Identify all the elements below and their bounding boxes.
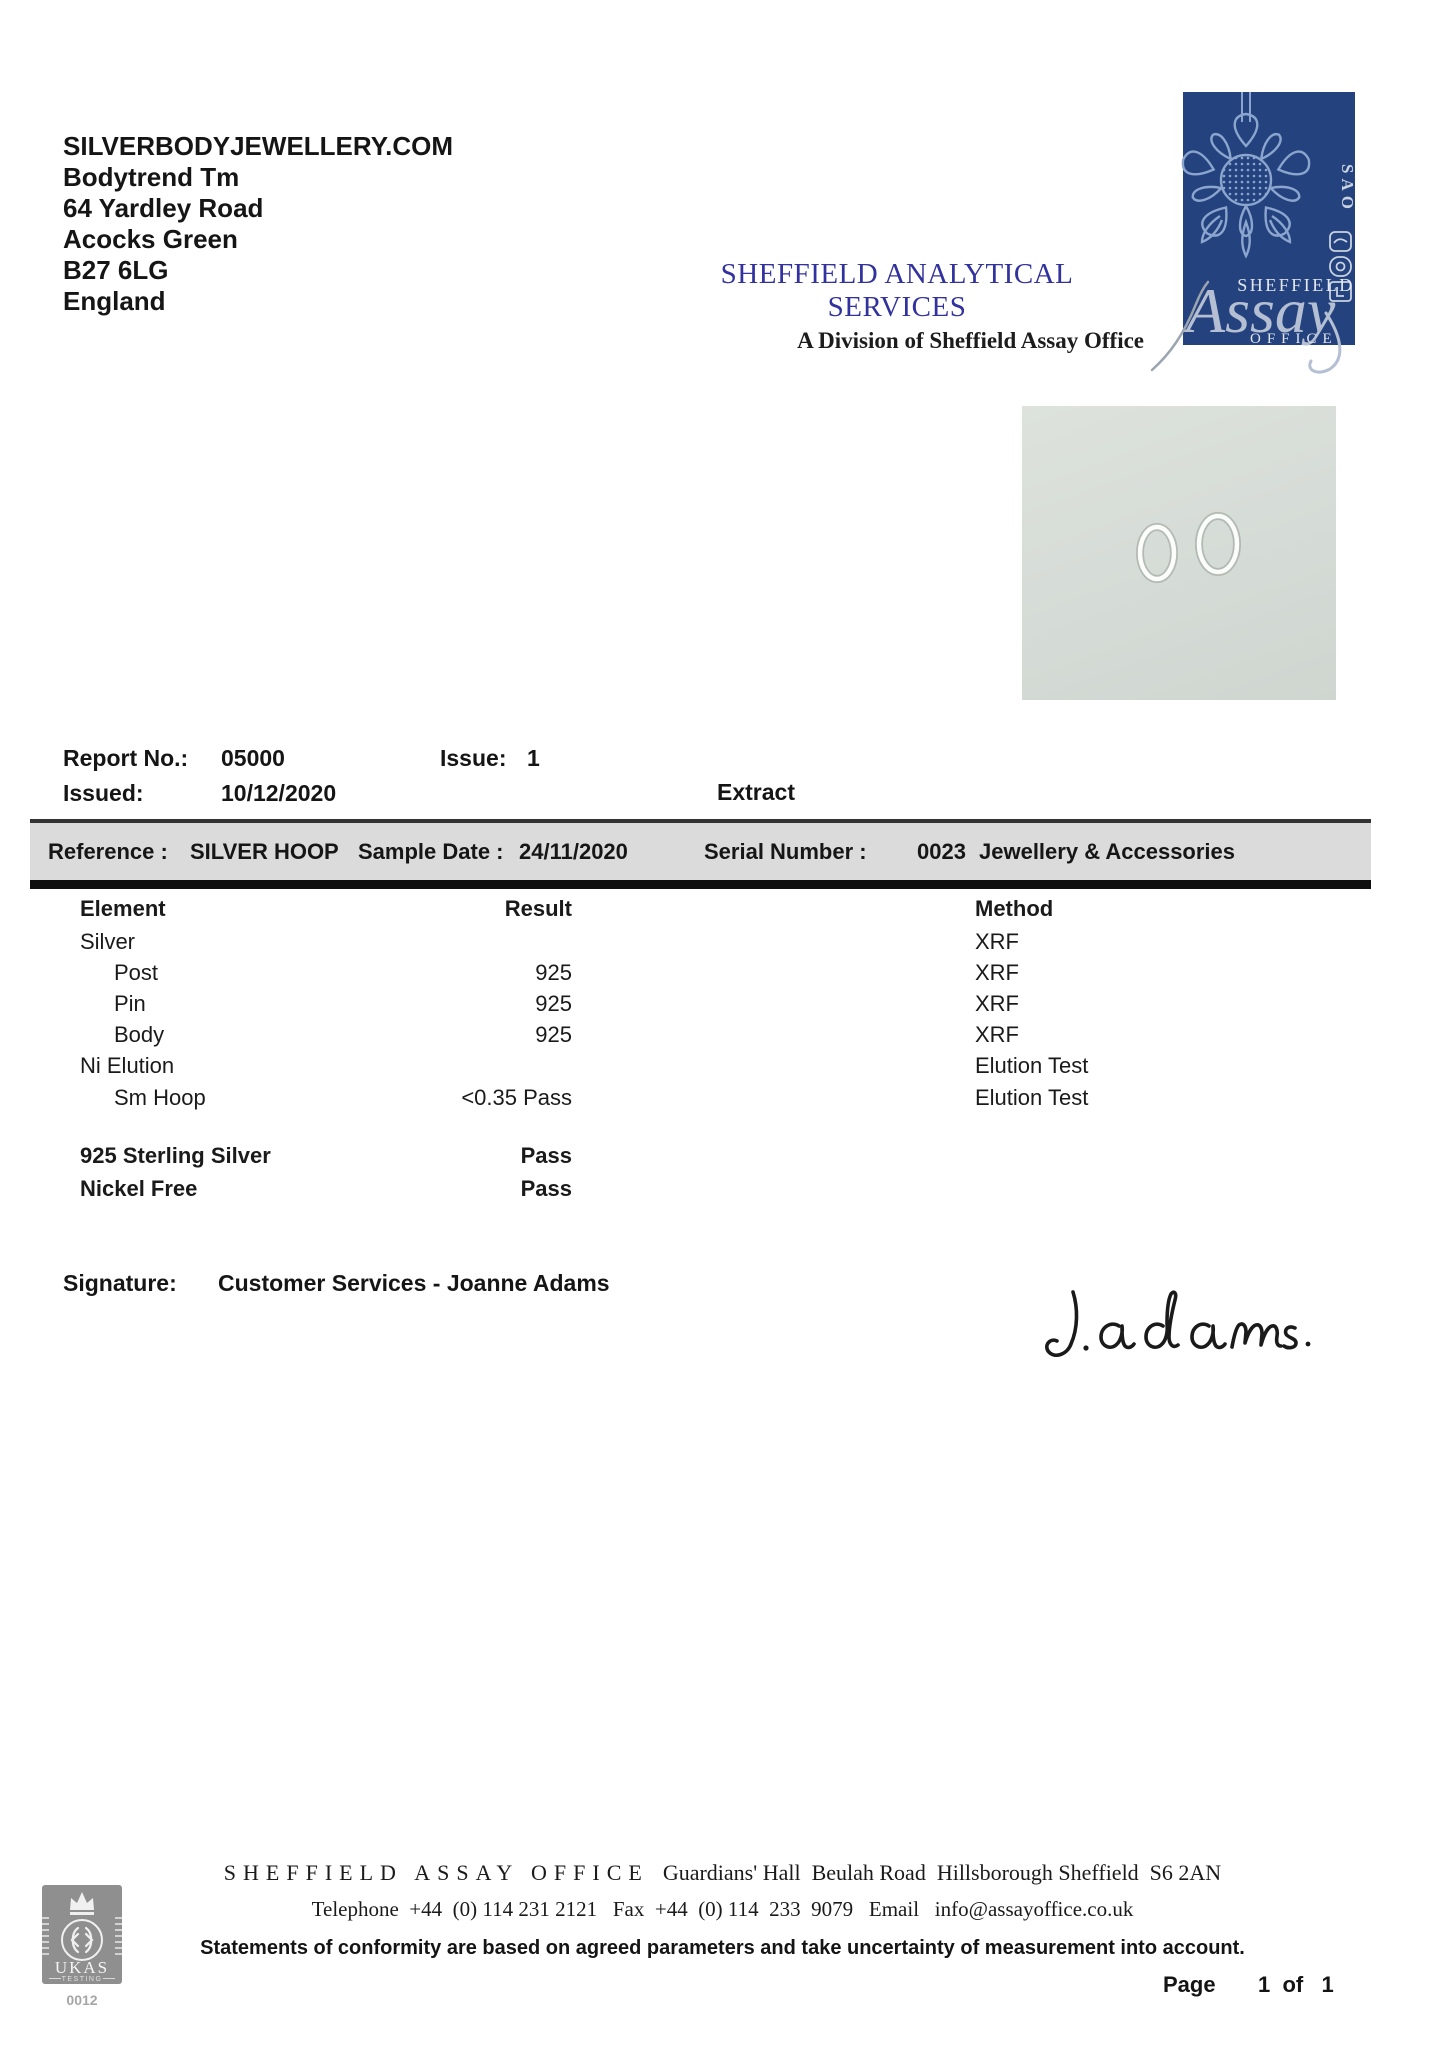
hallmark-symbols-icon xyxy=(1329,231,1352,302)
sample-date-label: Sample Date : xyxy=(358,839,504,864)
summary-result: Pass xyxy=(520,1176,572,1201)
extract-label: Extract xyxy=(717,779,795,805)
serial-number-label: Serial Number : xyxy=(704,839,867,864)
office-address: Guardians' Hall Beulah Road Hillsborough… xyxy=(662,1860,1222,1885)
issued-date: 10/12/2020 xyxy=(221,780,337,806)
logo-swoosh-icon xyxy=(1150,280,1342,374)
ukas-type: TESTING xyxy=(62,1976,103,1983)
ukas-number: 0012 xyxy=(66,1992,97,2008)
recipient-line: B27 6LG xyxy=(63,255,169,285)
reference-bar: Reference : SILVER HOOP Sample Date : 24… xyxy=(30,819,1371,889)
signature-label: Signature: xyxy=(63,1270,177,1296)
column-header-result: Result xyxy=(504,896,572,921)
recipient-company: SILVERBODYJEWELLERY.COM xyxy=(63,131,454,161)
logo-side-letters: SAO xyxy=(1338,164,1357,214)
summary-row: Nickel Free Pass xyxy=(0,1176,1445,1204)
crown-icon xyxy=(70,1892,94,1915)
summary-result: Pass xyxy=(520,1143,572,1168)
conformity-statement: Statements of conformity are based on ag… xyxy=(200,1937,1245,1959)
office-name: SHEFFIELD ASSAY OFFICE xyxy=(223,1860,649,1885)
logo-brand-bottom: OFFICE xyxy=(1250,331,1338,347)
logo-brand-script: Assay xyxy=(1182,275,1336,346)
table-row: Pin 925 XRF xyxy=(0,991,1445,1019)
element-cell: Sm Hoop xyxy=(114,1085,206,1110)
recipient-line: Acocks Green xyxy=(63,224,238,254)
method-cell: Elution Test xyxy=(975,1085,1089,1110)
column-header-method: Method xyxy=(975,896,1054,921)
result-cell: <0.35 Pass xyxy=(461,1085,572,1110)
recipient-address: SILVERBODYJEWELLERY.COM Bodytrend Tm 64 … xyxy=(63,131,453,317)
table-row: Sm Hoop <0.35 Pass Elution Test xyxy=(0,1085,1445,1113)
reference-value: SILVER HOOP xyxy=(190,839,339,864)
ukas-circle-icon xyxy=(61,1919,103,1961)
silver-hoops-icon xyxy=(1136,512,1241,583)
service-subtitle: A Division of Sheffield Assay Office xyxy=(797,328,1144,353)
ukas-stripes-icon xyxy=(34,1917,130,1955)
element-cell: Body xyxy=(114,1022,165,1047)
summary-label: 925 Sterling Silver xyxy=(80,1143,271,1168)
yorkshire-rose-icon xyxy=(1178,112,1314,259)
method-cell: XRF xyxy=(975,929,1019,954)
method-cell: Elution Test xyxy=(975,1053,1089,1078)
issue-label: Issue: xyxy=(440,745,507,771)
report-no-label: Report No.: xyxy=(63,745,189,771)
element-cell: Ni Elution xyxy=(80,1053,175,1078)
recipient-line: England xyxy=(63,286,166,316)
serial-number-value: 0023 xyxy=(917,839,966,864)
reference-label: Reference : xyxy=(48,839,168,864)
ukas-name: UKAS xyxy=(55,1958,109,1977)
table-row: Body 925 XRF xyxy=(0,1022,1445,1050)
table-row: Ni Elution Elution Test xyxy=(0,1053,1445,1081)
table-header-row: Element Result Method xyxy=(0,896,1445,924)
footer-address-line: SHEFFIELD ASSAY OFFICE Guardians' Hall Be… xyxy=(0,1860,1445,1886)
issue-value: 1 xyxy=(527,745,540,771)
summary-row: 925 Sterling Silver Pass xyxy=(0,1143,1445,1171)
report-no-value: 05000 xyxy=(221,745,285,771)
result-cell: 925 xyxy=(535,960,572,985)
element-cell: Pin xyxy=(114,991,146,1016)
ukas-testing-logo: UKAS TESTING 0012 xyxy=(34,1885,130,2008)
method-cell: XRF xyxy=(975,991,1019,1016)
issued-label: Issued: xyxy=(63,780,144,806)
logo-brand-top: SHEFFIELD xyxy=(1237,275,1355,295)
recipient-line: Bodytrend Tm xyxy=(63,162,240,192)
service-header: SHEFFIELD ANALYTICAL SERVICES A Division… xyxy=(650,258,1144,354)
sample-photo xyxy=(1022,406,1336,700)
assay-office-logo: SAO SHEFFIELD Assay OFFICE xyxy=(1150,92,1357,374)
sample-date-value: 24/11/2020 xyxy=(519,839,628,864)
rose-stem-icon xyxy=(1241,92,1251,122)
service-title: SHEFFIELD ANALYTICAL SERVICES xyxy=(720,258,1074,323)
logo-background xyxy=(1183,92,1355,345)
summary-label: Nickel Free xyxy=(80,1176,198,1201)
method-cell: XRF xyxy=(975,1022,1019,1047)
column-header-element: Element xyxy=(80,896,166,921)
page-value: 1 of 1 xyxy=(1258,1972,1334,1997)
element-cell: Silver xyxy=(80,929,136,954)
table-row: Silver XRF xyxy=(0,929,1445,957)
element-cell: Post xyxy=(114,960,159,985)
method-cell: XRF xyxy=(975,960,1019,985)
recipient-line: 64 Yardley Road xyxy=(63,193,264,223)
page-label: Page xyxy=(1163,1972,1216,1997)
category-value: Jewellery & Accessories xyxy=(979,839,1236,864)
result-cell: 925 xyxy=(535,1022,572,1047)
table-row: Post 925 XRF xyxy=(0,960,1445,988)
ukas-mark-icon xyxy=(70,1926,94,1954)
result-cell: 925 xyxy=(535,991,572,1016)
footer-contact-line: Telephone +44 (0) 114 231 2121 Fax +44 (… xyxy=(311,1897,1134,1921)
handwritten-signature xyxy=(1045,1290,1311,1357)
signatory-name: Customer Services - Joanne Adams xyxy=(218,1270,610,1296)
